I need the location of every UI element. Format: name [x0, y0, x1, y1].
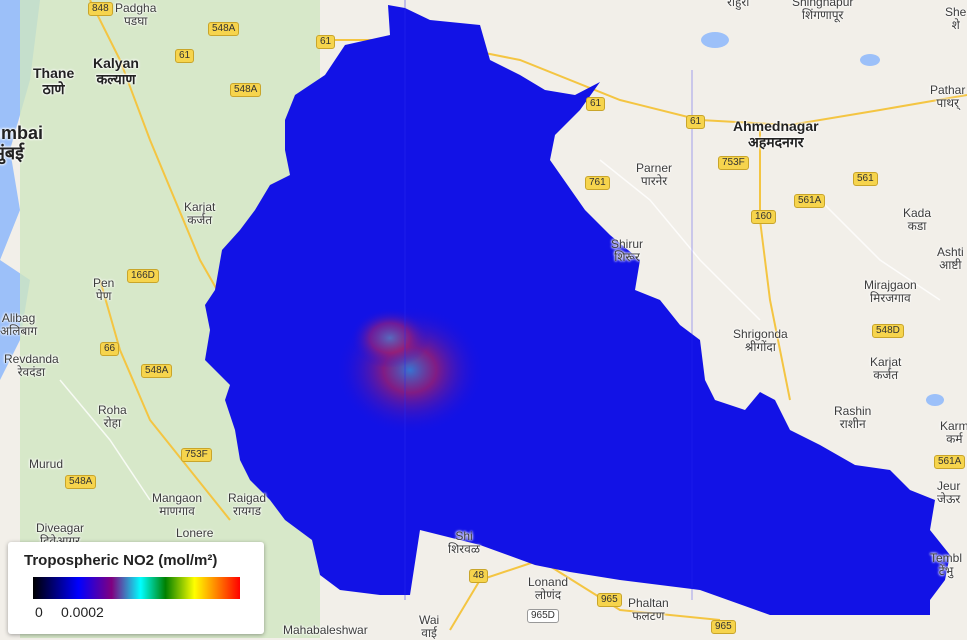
highway-shield: 548A	[230, 83, 262, 97]
place-label: Murud	[29, 457, 64, 471]
place-label: Kada कडा	[903, 206, 932, 233]
place-label: Phaltan फलटण	[628, 596, 669, 623]
place-label: She शे	[945, 5, 967, 32]
legend-max-label: 0.0002	[61, 604, 104, 620]
lake	[926, 394, 944, 406]
place-label: Shingnapur शिंगणापूर	[792, 0, 854, 22]
highway-shield: 166D	[127, 269, 159, 283]
place-label: Revdanda रेवदंडा	[4, 352, 59, 379]
highway-shield: 753F	[718, 156, 749, 170]
place-label: Pen पेण	[93, 276, 115, 303]
lake	[860, 54, 880, 66]
place-label: Karjat कर्जत	[870, 355, 902, 382]
highway-shield: 561A	[934, 455, 966, 469]
highway-shield: 965	[711, 620, 736, 634]
highway-shield: 61	[586, 97, 606, 111]
place-label: Thane ठाणे	[33, 65, 75, 97]
minor-roads	[59, 159, 941, 501]
place-label: Rashin राशीन	[834, 404, 872, 431]
no2-overlay[interactable]	[205, 5, 950, 615]
place-label: Shrigonda श्रीगोंदा	[733, 327, 788, 354]
place-label: Mumbaiमुंबई	[0, 123, 44, 163]
sea-area	[0, 0, 40, 380]
legend-min-label: 0	[35, 604, 43, 620]
place-label: Karjat कर्जत	[184, 200, 216, 227]
highway-shield: 548D	[872, 324, 904, 338]
place-label: Padgha पडघा	[115, 1, 157, 28]
highway-shield: 965	[597, 593, 622, 607]
place-label: राहुरी	[727, 0, 750, 9]
place-label: Lonere	[176, 526, 214, 540]
place-label: Karm कर्म	[940, 419, 967, 446]
legend-color-ramp	[33, 577, 240, 599]
highway-shield: 848	[88, 2, 113, 16]
highway-shield: 48	[469, 569, 489, 583]
place-label: Alibag अलिबाग	[0, 311, 38, 338]
place-label: Shi शिरवळ	[448, 529, 480, 556]
highway-shield: 761	[585, 176, 610, 190]
highway-shield: 160	[751, 210, 776, 224]
place-label: Kalyan कल्याण	[93, 55, 139, 87]
place-label: Mirajgaon मिरजगाव	[864, 278, 917, 305]
place-label: Mahabaleshwar	[283, 623, 368, 637]
place-label: Raigad रायगड	[228, 491, 267, 518]
place-label: Wai वाई	[419, 613, 440, 640]
place-label: Parner पारनेर	[636, 161, 673, 188]
highway-shield: 66	[100, 342, 120, 356]
place-label: Ashti आष्टी	[937, 245, 964, 272]
lake	[701, 32, 729, 48]
place-label: Ahmednagar अहमदनगर	[733, 118, 819, 150]
place-label: Tembl टेंभु	[930, 551, 963, 578]
place-label: Roha रोहा	[98, 403, 127, 430]
place-label: Jeur जेऊर	[937, 479, 961, 506]
highway-shield: 61	[686, 115, 706, 129]
place-label: Mangaon माणगाव	[152, 491, 203, 518]
highway-shield: 965D	[527, 609, 559, 623]
highway-shield: 61	[175, 49, 195, 63]
highway-shield: 753F	[181, 448, 212, 462]
legend-panel: Tropospheric NO2 (mol/m²) 0 0.0002	[8, 542, 264, 634]
highway-shield: 548A	[141, 364, 173, 378]
highway-shield: 561A	[794, 194, 826, 208]
highway-shield: 61	[316, 35, 336, 49]
highway-shield: 561	[853, 172, 878, 186]
place-label: Shirur शिरूर	[611, 237, 644, 264]
no2-hotspot-north	[350, 308, 430, 368]
legend-title: Tropospheric NO2 (mol/m²)	[24, 552, 218, 569]
place-label: Lonand लोणंद	[528, 575, 569, 602]
highway-shield: 548A	[208, 22, 240, 36]
highway-shield: 548A	[65, 475, 97, 489]
place-label: Pathar पाथर्	[930, 83, 966, 110]
